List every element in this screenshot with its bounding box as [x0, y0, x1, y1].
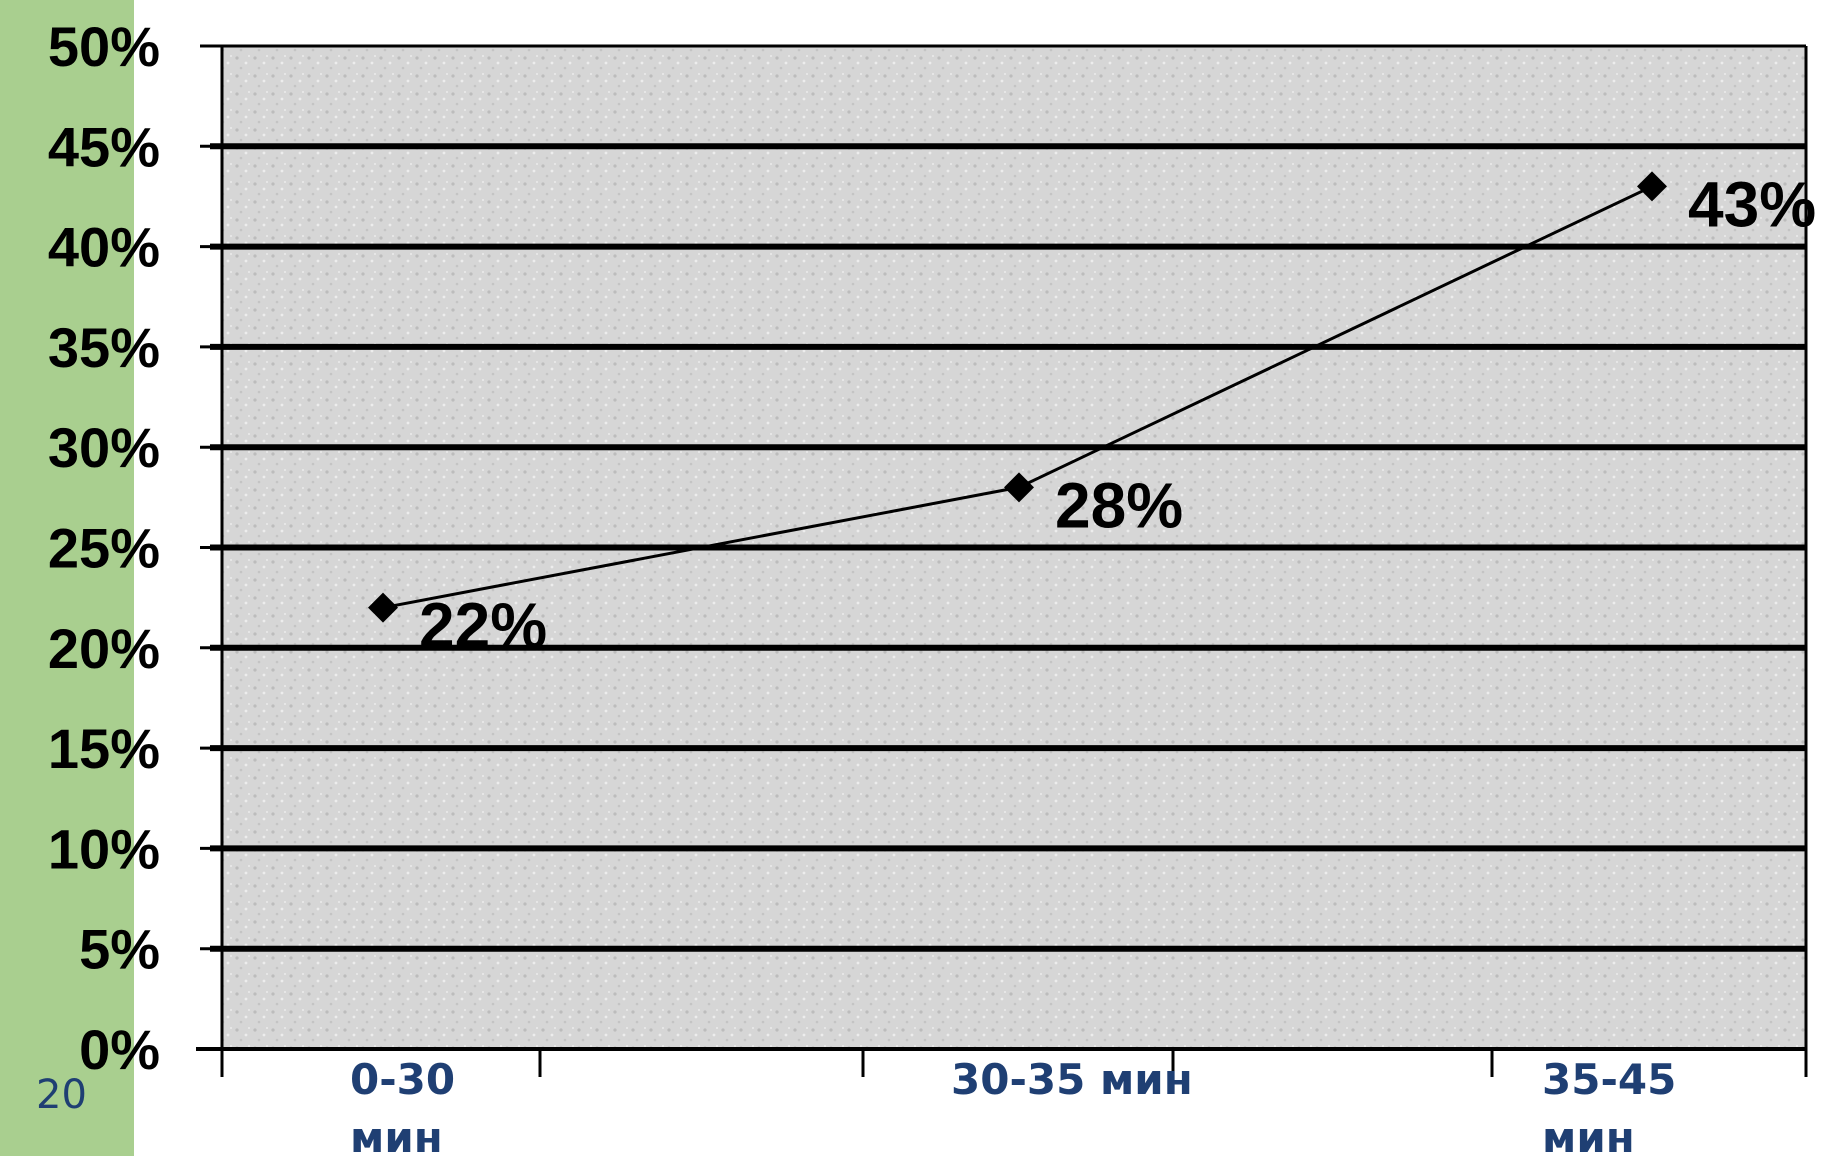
y-tick-label: 0%	[79, 1018, 160, 1081]
x-category-label: 35-45	[1542, 1055, 1676, 1104]
gridlines	[210, 143, 1806, 952]
data-point-marker	[368, 592, 398, 623]
y-tick-label: 50%	[48, 15, 160, 78]
x-category-label: мин	[350, 1113, 443, 1156]
data-label: 43%	[1688, 168, 1816, 240]
y-tick-label: 40%	[48, 216, 160, 279]
y-tick-label: 30%	[48, 416, 160, 479]
y-tick-label: 20%	[48, 617, 160, 680]
slide-green-sidebar	[0, 0, 134, 1156]
y-tick-label: 15%	[48, 717, 160, 780]
axes	[196, 44, 1808, 1077]
y-tick-label: 35%	[48, 316, 160, 379]
y-tick-label: 10%	[48, 817, 160, 880]
data-point-marker	[1004, 472, 1034, 503]
x-axis-labels: 0-30 мин 30-35 мин 35-45 мин	[350, 1055, 1676, 1156]
y-axis-ticks: 0% 5% 10% 15% 20% 25% 30% 35% 40% 45% 50%	[48, 15, 160, 1081]
x-category-label: мин	[1542, 1113, 1635, 1156]
x-category-label: 30-35 мин	[951, 1055, 1193, 1104]
data-point-marker	[1637, 171, 1667, 202]
x-category-label: 0-30	[350, 1055, 455, 1104]
y-tick-label: 25%	[48, 517, 160, 580]
series-line	[368, 171, 1667, 623]
page-number: 20	[36, 1072, 87, 1118]
data-labels: 22% 28% 43%	[419, 168, 1816, 661]
data-label: 28%	[1055, 469, 1183, 541]
y-tick-label: 45%	[48, 115, 160, 178]
y-tick-label: 5%	[79, 918, 160, 981]
data-label: 22%	[419, 590, 547, 662]
